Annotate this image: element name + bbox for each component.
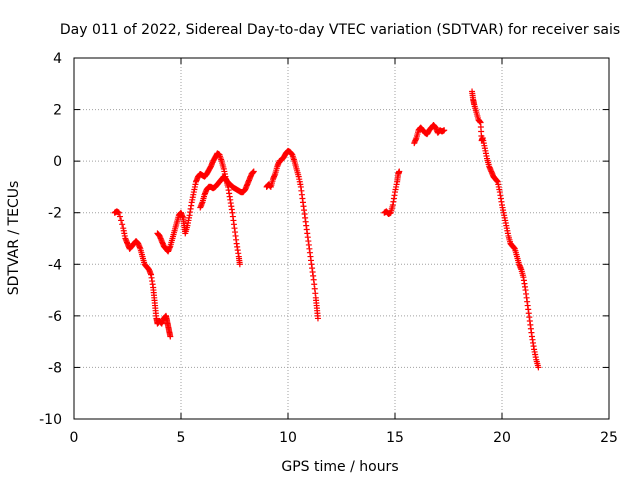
- x-axis-label: GPS time / hours: [281, 459, 398, 475]
- series-4: [263, 147, 321, 322]
- plus-marker: [441, 127, 448, 134]
- plus-marker: [314, 315, 321, 322]
- grid-lines: [74, 58, 609, 419]
- series-2: [154, 150, 243, 268]
- chart-title: Day 011 of 2022, Sidereal Day-to-day VTE…: [60, 22, 620, 38]
- x-tick-label: 5: [177, 430, 186, 446]
- plus-marker: [535, 364, 542, 371]
- x-tick-label: 20: [493, 430, 511, 446]
- y-tick-labels: -10 -8 -6 -4 -2 0 2 4: [39, 51, 62, 428]
- y-tick-label: 4: [53, 51, 62, 67]
- plus-marker: [115, 209, 122, 216]
- plus-marker: [118, 217, 125, 224]
- y-tick-label: -6: [48, 309, 62, 325]
- y-tick-label: 0: [53, 154, 62, 170]
- plus-marker: [396, 168, 403, 175]
- y-tick-label: -10: [39, 412, 62, 428]
- axis-ticks: [73, 57, 610, 420]
- plus-marker: [119, 221, 126, 228]
- series-6: [411, 122, 448, 147]
- plus-marker: [117, 213, 124, 220]
- x-tick-label: 0: [70, 430, 79, 446]
- y-tick-label: -2: [48, 206, 62, 222]
- plot-frame: [73, 57, 610, 420]
- y-tick-label: -4: [48, 257, 62, 273]
- plot-border: [73, 57, 610, 420]
- series-1: [111, 208, 174, 340]
- series-3: [197, 168, 257, 211]
- y-axis-label: SDTVAR / TECUs: [6, 181, 22, 296]
- y-tick-label: -8: [48, 360, 62, 376]
- x-tick-label: 15: [386, 430, 404, 446]
- y-tick-label: 2: [53, 103, 62, 119]
- series-5: [381, 168, 403, 218]
- series-7: [469, 88, 542, 371]
- x-tick-labels: 0 5 10 15 20 25: [70, 430, 618, 446]
- plus-marker: [167, 333, 174, 340]
- x-tick-label: 25: [600, 430, 618, 446]
- plus-marker: [236, 261, 243, 268]
- x-tick-label: 10: [279, 430, 297, 446]
- plus-marker: [250, 168, 257, 175]
- data-points: [111, 88, 542, 371]
